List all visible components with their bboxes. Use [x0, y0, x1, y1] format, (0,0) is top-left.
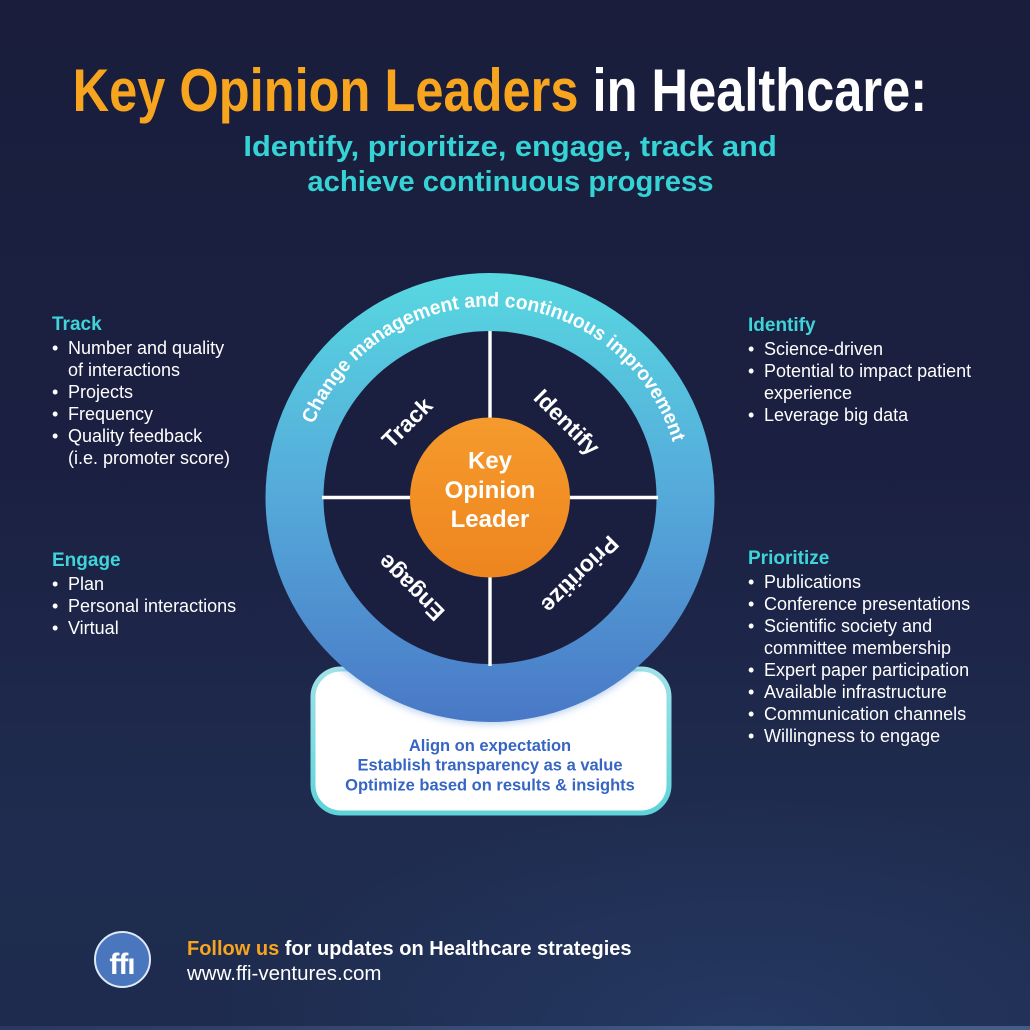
svg-text:Opinion: Opinion — [445, 477, 536, 504]
svg-text:Leader: Leader — [451, 506, 530, 533]
svg-text:Establish transparency as a va: Establish transparency as a value — [357, 757, 622, 775]
svg-text:Optimize based on results & in: Optimize based on results & insights — [345, 776, 635, 794]
svg-text:Align on expectation: Align on expectation — [409, 737, 571, 755]
svg-text:Key: Key — [468, 448, 513, 475]
